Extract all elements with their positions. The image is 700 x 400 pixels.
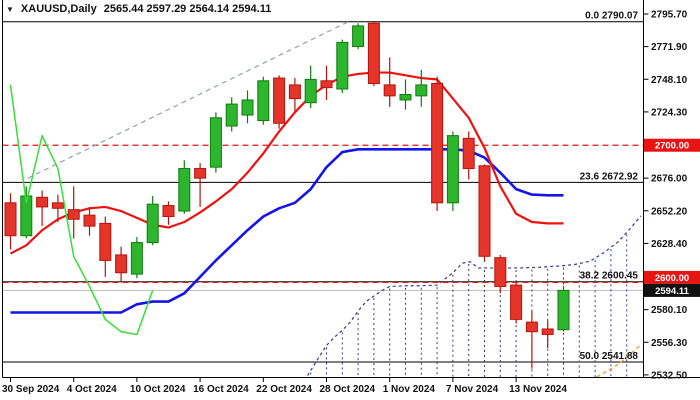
candle-body xyxy=(446,135,459,204)
candle-body xyxy=(99,222,112,261)
candle-body xyxy=(288,84,301,100)
candle-body xyxy=(162,205,175,218)
candle-body xyxy=(51,202,64,209)
candle-body xyxy=(431,83,444,204)
time-axis-label: 10 Oct 2024 xyxy=(130,384,186,395)
chikou-line xyxy=(9,84,154,336)
candle-body xyxy=(415,84,428,97)
candle-body xyxy=(510,284,523,320)
candle-body xyxy=(83,214,96,227)
time-axis-label: 22 Oct 2024 xyxy=(256,384,312,395)
price-badge-label: 2700.00 xyxy=(655,141,689,152)
candle-body xyxy=(115,254,128,274)
price-axis-label: 2676.00 xyxy=(651,174,688,185)
candle-body xyxy=(130,242,143,275)
candle-body xyxy=(241,99,254,116)
price-badge xyxy=(644,138,700,152)
price-badge xyxy=(644,283,700,297)
symbol-period-label: XAUUSD,Daily xyxy=(20,3,97,15)
price-axis-label: 2580.10 xyxy=(651,305,688,316)
senkou-span-line xyxy=(596,343,643,378)
candle-body xyxy=(336,41,349,90)
candle-body xyxy=(257,80,270,122)
price-axis-label: 2532.50 xyxy=(651,370,688,381)
candle-body xyxy=(462,137,475,170)
time-axis-label: 30 Sep 2024 xyxy=(2,384,60,395)
price-axis-label: 2771.90 xyxy=(651,42,688,53)
time-axis-label: 4 Oct 2024 xyxy=(67,384,117,395)
candle-body xyxy=(4,202,17,237)
time-axis-label: 13 Nov 2024 xyxy=(509,384,567,395)
time-axis-label: 7 Nov 2024 xyxy=(446,384,499,395)
candle-body xyxy=(352,25,365,47)
tenkan-sen-line xyxy=(9,71,564,255)
fib-level-label: 50.0 2541.88 xyxy=(580,351,639,362)
price-badges: 2700.00 2600.00 2594.11 xyxy=(644,138,700,297)
candle-body xyxy=(304,78,317,104)
cloud-upper-boundary xyxy=(307,215,642,376)
price-badge-label: 2594.11 xyxy=(655,286,690,297)
price-axis-label: 2556.30 xyxy=(651,338,688,349)
candle-body xyxy=(525,321,538,333)
price-badge xyxy=(644,270,700,284)
fib-level-label: 0.0 2790.07 xyxy=(585,11,638,22)
time-axis-label: 16 Oct 2024 xyxy=(193,384,249,395)
candle-body xyxy=(194,168,207,179)
fib-level-label: 23.6 2672.92 xyxy=(580,171,639,182)
ohlc-values: 2565.44 2597.29 2564.14 2594.11 xyxy=(103,3,272,15)
candle-body xyxy=(367,22,380,85)
candle-body xyxy=(273,77,286,124)
trendline xyxy=(27,19,353,179)
background-layers xyxy=(2,19,643,378)
symbol-dropdown-icon[interactable]: ▼ xyxy=(6,4,14,14)
candle-body xyxy=(67,209,80,220)
candle-body xyxy=(557,289,570,331)
price-axis-label: 2628.40 xyxy=(651,239,688,250)
candle-body xyxy=(541,328,554,335)
candles xyxy=(4,21,570,369)
price-axis-label: 2724.30 xyxy=(651,107,688,118)
candle-body xyxy=(494,257,507,287)
time-axis-label: 1 Nov 2024 xyxy=(383,384,436,395)
candle-body xyxy=(383,84,396,97)
price-axis-label: 2748.10 xyxy=(651,75,688,86)
candle-body xyxy=(399,93,412,101)
time-axis-label: 28 Oct 2024 xyxy=(320,384,376,395)
fib-level-label: 38.2 2600.45 xyxy=(580,271,639,282)
candle-body xyxy=(178,168,191,212)
candle-body xyxy=(478,165,491,257)
chart-title-bar: ▼ XAUUSD,Daily 2565.44 2597.29 2564.14 2… xyxy=(6,3,271,15)
candle-body xyxy=(320,80,333,89)
candle-body xyxy=(36,196,49,208)
chikou-span-line xyxy=(9,84,154,336)
candle-body xyxy=(146,203,159,244)
candle-body xyxy=(225,103,238,127)
price-badge-label: 2600.00 xyxy=(655,273,689,284)
price-axis-label: 2795.70 xyxy=(651,9,688,20)
candle-body xyxy=(209,117,222,168)
candle-body xyxy=(20,195,33,237)
price-axis-label: 2652.20 xyxy=(651,206,688,217)
